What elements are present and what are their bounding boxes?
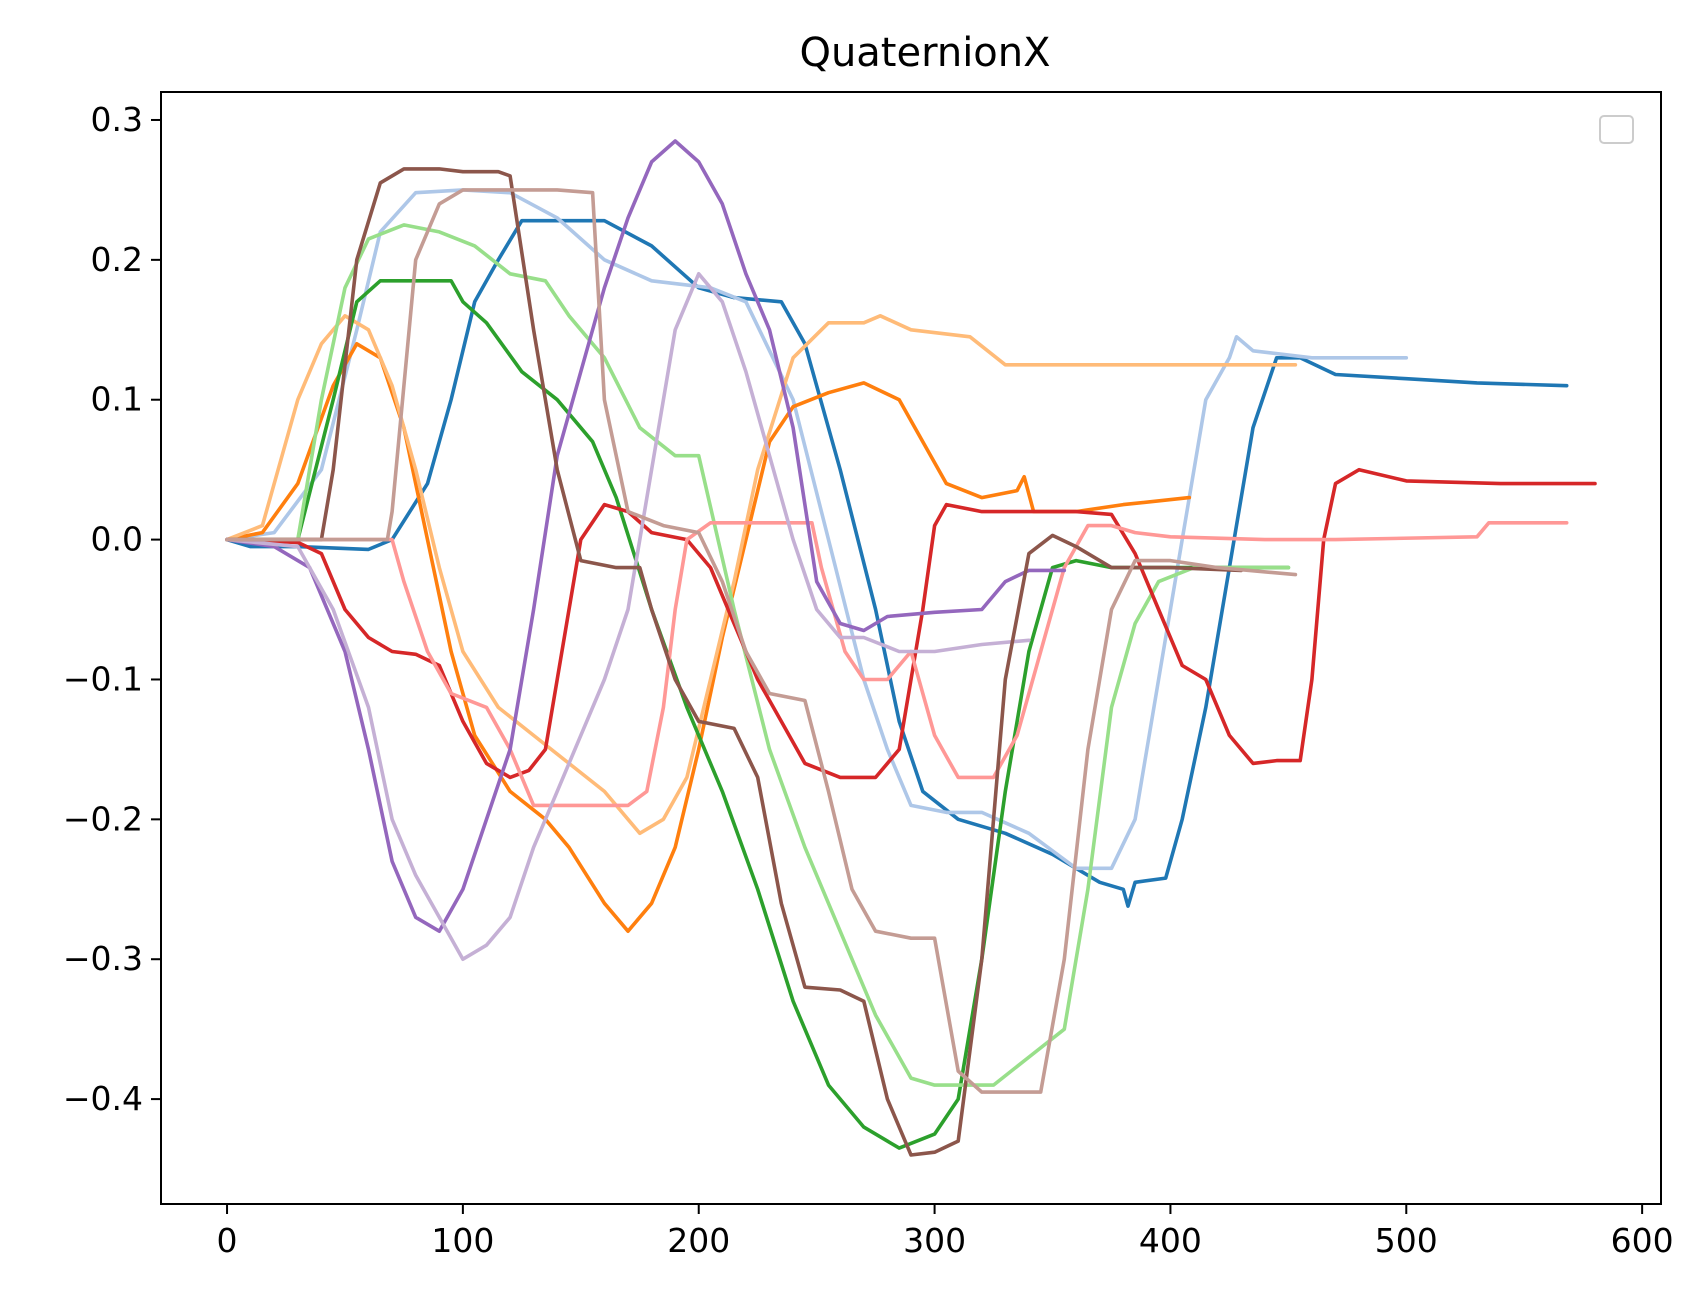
series-line-11 [225, 167, 1243, 1157]
series-line-8 [225, 521, 1569, 808]
y-tick-label: −0.3 [63, 939, 143, 978]
series-line-9 [225, 139, 1067, 933]
plot-frame [160, 91, 1662, 1205]
series-line-4 [225, 314, 1298, 836]
y-tick-label: −0.4 [63, 1079, 143, 1118]
y-tick-label: 0.1 [91, 380, 143, 419]
x-tick-label: 400 [1139, 1221, 1202, 1260]
x-tick-label: 100 [431, 1221, 494, 1260]
x-tick-label: 500 [1375, 1221, 1438, 1260]
legend-box [1599, 115, 1634, 144]
x-axis: 0 100 200 300 400 500 600 [217, 1204, 1674, 1260]
series-line-10 [225, 272, 1031, 961]
chart-title: QuaternionX [799, 30, 1050, 76]
x-tick-label: 600 [1611, 1221, 1674, 1260]
series-line-5 [225, 279, 1291, 1150]
series-line-1 [225, 218, 1569, 908]
series-line-2 [225, 188, 1409, 871]
series-line-6 [225, 223, 1291, 1087]
series-line-7 [225, 467, 1597, 780]
y-tick-label: −0.1 [63, 659, 143, 698]
y-tick-label: 0.2 [91, 240, 143, 279]
series-line-3 [225, 342, 1192, 933]
series-line-12 [225, 188, 1298, 1094]
series-layer [225, 139, 1597, 1157]
y-tick-label: 0.3 [91, 100, 143, 139]
y-axis: 0.3 0.2 0.1 0.0 −0.1 −0.2 −0.3 −0.4 [63, 100, 161, 1118]
y-tick-label: −0.2 [63, 799, 143, 838]
y-tick-label: 0.0 [91, 520, 143, 559]
x-tick-label: 300 [903, 1221, 966, 1260]
x-tick-label: 0 [217, 1221, 238, 1260]
x-tick-label: 200 [667, 1221, 730, 1260]
